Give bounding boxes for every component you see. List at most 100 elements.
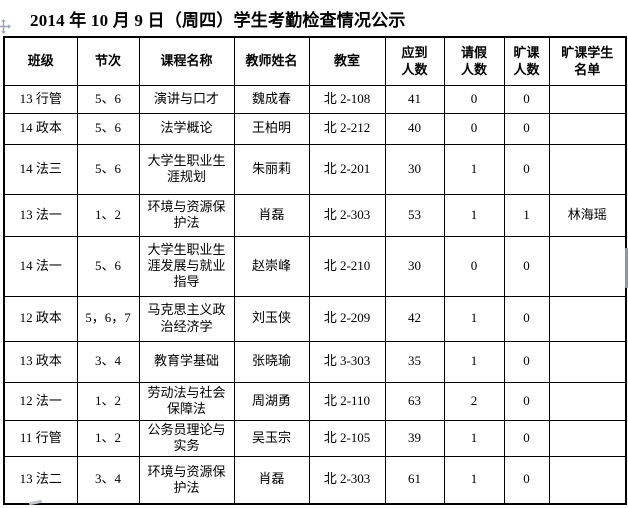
header-cell-course: 课程名称 [138,36,235,86]
leave-count-cell: 0 [443,84,505,114]
table-row: 12 法一 1、2 劳动法与社会保障法 周湖勇北 2-110 63 2 0 [3,381,627,421]
absentee-names-cell [548,84,627,114]
expected-count-cell: 61 [384,455,445,505]
expected-count-cell: 30 [384,235,445,297]
period-cell: 1、2 [76,419,140,457]
room-cell: 北 2-303 [308,455,386,505]
attendance-table-body: 13 行管 5、6 演讲与口才 魏成春北 2-108 41 0 0 14 政本 5、6 法学概论王… [3,84,627,505]
scrollbar-thumb[interactable] [625,248,628,288]
absent-count-cell: 0 [503,235,550,297]
teacher-cell: 周湖勇 [233,381,310,421]
course-cell: 演讲与口才 [138,84,235,114]
header-cell-absent: 旷课 人数 [503,36,550,86]
absent-count-cell: 0 [503,381,550,421]
course-cell: 公务员理论与实务 [138,419,235,457]
table-header-row: 班级 节次 课程名称 教师姓名 教室 应到 人数 请假 人数 旷课 人数 旷课学… [3,36,627,86]
room-cell: 北 2-110 [308,381,386,421]
leave-count-cell: 0 [443,112,505,145]
teacher-cell: 肖磊 [233,193,310,237]
class-cell: 12 法一 [3,381,78,421]
room-cell: 北 2-210 [308,235,386,297]
course-cell: 劳动法与社会保障法 [138,381,235,421]
absent-count-cell: 0 [503,143,550,195]
course-cell: 马克思主义政治经济学 [138,295,235,342]
period-cell: 5、6 [76,235,140,297]
table-row: 12 政本 5，6，7 马克思主义政治经济学 刘玉侠北 2-209 42 1 0 [3,295,627,342]
header-cell-expected: 应到 人数 [384,36,445,86]
teacher-cell: 刘玉侠 [233,295,310,342]
absentee-names-cell [548,295,627,342]
absentee-names-cell: 林海瑶 [548,193,627,237]
table-row: 14 法一 5、6 大学生职业生涯发展与就业指导 赵崇峰北 2-210 30 0 0 [3,235,627,297]
period-cell: 5、6 [76,143,140,195]
class-cell: 12 政本 [3,295,78,342]
period-cell: 3、4 [76,455,140,505]
class-cell: 13 法二 [3,455,78,505]
class-cell: 14 政本 [3,112,78,145]
table-move-handle-icon[interactable] [0,19,11,34]
period-cell: 5、6 [76,112,140,145]
course-cell: 大学生职业生涯规划 [138,143,235,195]
expected-count-cell: 53 [384,193,445,237]
expected-count-cell: 41 [384,84,445,114]
period-cell: 5，6，7 [76,295,140,342]
leave-count-cell: 1 [443,340,505,383]
leave-count-cell: 0 [443,235,505,297]
teacher-cell: 赵崇峰 [233,235,310,297]
expected-count-cell: 39 [384,419,445,457]
class-cell: 13 法一 [3,193,78,237]
teacher-cell: 朱丽莉 [233,143,310,195]
class-cell: 11 行管 [3,419,78,457]
header-cell-class: 班级 [3,36,78,86]
expected-count-cell: 42 [384,295,445,342]
course-cell: 大学生职业生涯发展与就业指导 [138,235,235,297]
four-headed-arrow-icon [0,19,11,34]
expected-count-cell: 30 [384,143,445,195]
class-cell: 13 行管 [3,84,78,114]
header-cell-leave: 请假 人数 [443,36,505,86]
room-cell: 北 3-303 [308,340,386,383]
leave-count-cell: 1 [443,193,505,237]
absent-count-cell: 0 [503,84,550,114]
absent-count-cell: 0 [503,419,550,457]
leave-count-cell: 1 [443,419,505,457]
absent-count-cell: 0 [503,340,550,383]
teacher-cell: 肖磊 [233,455,310,505]
period-cell: 1、2 [76,193,140,237]
absentee-names-cell [548,340,627,383]
teacher-cell: 张晓瑜 [233,340,310,383]
course-cell: 教育学基础 [138,340,235,383]
course-cell: 环境与资源保护法 [138,193,235,237]
room-cell: 北 2-212 [308,112,386,145]
leave-count-cell: 1 [443,455,505,505]
absentee-names-cell [548,381,627,421]
header-cell-teacher: 教师姓名 [233,36,310,86]
attendance-table: 班级 节次 课程名称 教师姓名 教室 应到 人数 请假 人数 旷课 人数 旷课学… [3,36,627,505]
table-row: 14 法三 5、6 大学生职业生涯规划 朱丽莉北 2-201 30 1 0 [3,143,627,195]
period-cell: 5、6 [76,84,140,114]
leave-count-cell: 1 [443,143,505,195]
room-cell: 北 2-303 [308,193,386,237]
room-cell: 北 2-201 [308,143,386,195]
class-cell: 14 法三 [3,143,78,195]
room-cell: 北 2-105 [308,419,386,457]
absentee-names-cell [548,419,627,457]
absent-count-cell: 0 [503,455,550,505]
period-cell: 1、2 [76,381,140,421]
course-cell: 法学概论 [138,112,235,145]
table-row: 13 法一 1、2 环境与资源保护法 肖磊北 2-303 53 1 1 林海瑶 [3,193,627,237]
class-cell: 13 政本 [3,340,78,383]
header-cell-period: 节次 [76,36,140,86]
absentee-names-cell [548,235,627,297]
leave-count-cell: 2 [443,381,505,421]
page-title: 2014 年 10 月 9 日（周四）学生考勤检查情况公示 [30,11,406,30]
absent-count-cell: 0 [503,295,550,342]
table-row: 13 法二 3、4 环境与资源保护法 肖磊北 2-303 61 1 0 [3,455,627,505]
table-row: 13 行管 5、6 演讲与口才 魏成春北 2-108 41 0 0 [3,84,627,114]
expected-count-cell: 40 [384,112,445,145]
course-cell: 环境与资源保护法 [138,455,235,505]
expected-count-cell: 35 [384,340,445,383]
room-cell: 北 2-108 [308,84,386,114]
teacher-cell: 王柏明 [233,112,310,145]
room-cell: 北 2-209 [308,295,386,342]
